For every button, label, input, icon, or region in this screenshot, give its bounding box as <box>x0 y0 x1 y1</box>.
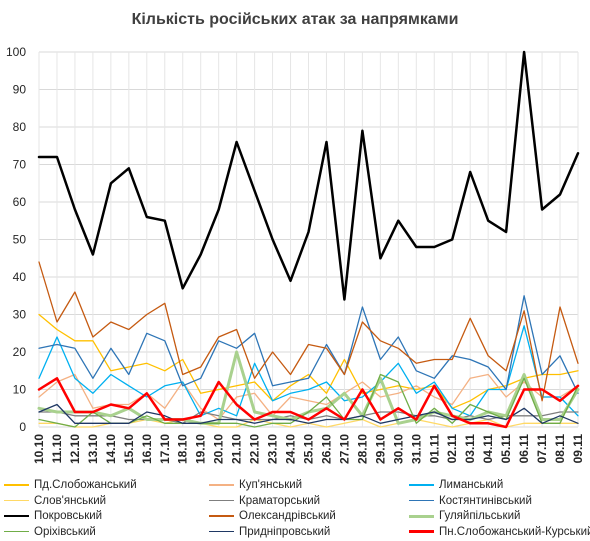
y-tick-label: 90 <box>13 83 27 97</box>
x-tick-label: 12.10 <box>68 434 82 464</box>
legend-swatch <box>209 499 234 502</box>
line-chart: 0 10 20 30 40 50 60 70 80 90 100 10.10 11.10 12.10 13… <box>6 45 585 464</box>
x-tick-label: 13.10 <box>86 434 100 464</box>
x-tick-label: 25.10 <box>302 434 316 464</box>
x-tick-label: 29.10 <box>373 434 387 464</box>
legend-label: Краматорський <box>239 494 321 507</box>
series-line-7 <box>37 50 580 301</box>
x-tick-label: 27.10 <box>337 434 351 464</box>
x-tick-label: 30.10 <box>391 434 405 464</box>
x-tick-label: 24.10 <box>284 434 298 464</box>
x-tick-label: 01.11 <box>427 434 441 464</box>
legend-swatch <box>409 514 434 518</box>
x-tick-label: 02.11 <box>445 434 459 464</box>
series-line-3 <box>38 325 579 417</box>
legend-swatch <box>209 484 234 486</box>
y-tick-label: 0 <box>19 420 26 434</box>
x-tick-label: 16.10 <box>140 434 154 464</box>
y-tick-label: 40 <box>13 270 27 284</box>
x-tick-label: 03.11 <box>463 434 477 464</box>
x-tick-label: 05.11 <box>499 434 513 464</box>
series-line-2 <box>38 373 579 421</box>
x-tick-label: 23.10 <box>266 434 280 464</box>
legend-swatch <box>209 515 234 517</box>
x-tick-label: 18.10 <box>176 434 190 464</box>
legend-label: Олександрівський <box>239 510 336 522</box>
legend-label: Гуляйпільський <box>439 510 521 522</box>
x-tick-label: 15.10 <box>122 434 136 464</box>
x-tick-label: 20.10 <box>212 434 226 464</box>
y-tick-label: 30 <box>13 308 27 322</box>
x-tick-label: 26.10 <box>319 434 333 464</box>
chart-title: Кількість російських атак за напрямками <box>131 11 459 28</box>
legend-label: Покровський <box>34 510 103 522</box>
x-tick-label: 28.10 <box>355 434 369 464</box>
x-tick-label: 19.10 <box>194 434 208 464</box>
series-line-8 <box>38 261 579 402</box>
legend-label: Придніпровський <box>239 525 331 538</box>
legend-label: Пд.Слобожанський <box>34 479 137 491</box>
legend-label: Пн.Слобожанський-Курський <box>439 525 590 538</box>
series-line-6 <box>38 295 579 394</box>
x-tick-label: 22.10 <box>248 434 262 464</box>
legend-label: Костянтинівський <box>439 494 532 507</box>
y-axis-tick-labels: 0 10 20 30 40 50 60 70 80 90 100 <box>6 45 26 434</box>
x-tick-label: 17.10 <box>158 434 172 464</box>
y-tick-label: 50 <box>13 233 27 247</box>
series-line-11 <box>38 403 579 424</box>
legend-swatch <box>4 514 29 518</box>
legend-swatch <box>4 499 29 502</box>
legend-label: Лиманський <box>439 479 504 491</box>
x-tick-label: 08.11 <box>553 434 567 464</box>
y-tick-label: 10 <box>13 383 27 397</box>
x-tick-label: 31.10 <box>409 434 423 464</box>
x-tick-label: 21.10 <box>230 434 244 464</box>
legend-label: Куп'янський <box>239 479 303 491</box>
y-tick-label: 80 <box>13 120 27 134</box>
y-tick-label: 100 <box>6 45 26 59</box>
y-tick-label: 20 <box>13 345 27 359</box>
legend-swatch <box>4 530 29 533</box>
x-tick-label: 10.10 <box>32 434 46 464</box>
x-tick-label: 11.10 <box>50 434 64 464</box>
y-tick-label: 60 <box>13 195 27 209</box>
x-axis-tick-labels: 10.10 11.10 12.10 13.10 14.10 15.10 16.10 17.10… <box>32 434 585 464</box>
series-line-12 <box>37 377 580 429</box>
legend-swatch <box>409 530 434 533</box>
legend-swatch <box>409 499 434 502</box>
gridlines <box>38 51 579 428</box>
x-tick-label: 07.11 <box>535 434 549 464</box>
y-tick-label: 70 <box>13 158 27 172</box>
x-tick-label: 06.11 <box>517 434 531 464</box>
series-lines <box>37 50 580 429</box>
legend-label: Оріхівський <box>34 525 96 538</box>
legend-swatch <box>4 484 29 486</box>
legend-swatch <box>209 530 234 533</box>
x-tick-label: 04.11 <box>481 434 495 464</box>
x-tick-label: 14.10 <box>104 434 118 464</box>
legend-label: Слов'янський <box>34 494 107 507</box>
legend-swatch <box>409 484 434 486</box>
x-tick-label: 09.11 <box>571 434 585 464</box>
